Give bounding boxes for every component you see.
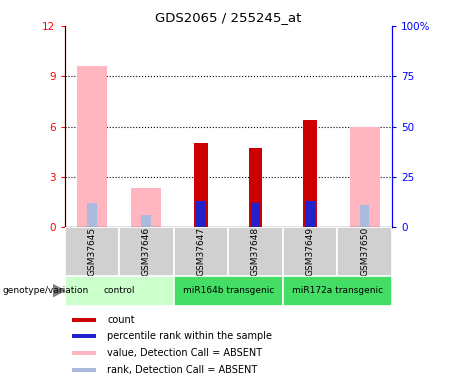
Text: miR164b transgenic: miR164b transgenic xyxy=(183,286,274,295)
Text: percentile rank within the sample: percentile rank within the sample xyxy=(107,331,272,341)
FancyBboxPatch shape xyxy=(65,276,174,306)
Bar xyxy=(142,215,151,227)
Text: GSM37646: GSM37646 xyxy=(142,226,151,276)
Text: GSM37647: GSM37647 xyxy=(196,226,206,276)
Text: control: control xyxy=(103,286,135,295)
Text: count: count xyxy=(107,315,135,326)
Bar xyxy=(72,351,95,355)
Bar xyxy=(72,318,95,322)
Bar xyxy=(248,148,262,227)
Text: GSM37649: GSM37649 xyxy=(306,226,314,276)
Bar xyxy=(72,334,95,338)
Bar xyxy=(87,203,97,227)
Polygon shape xyxy=(53,285,65,297)
Bar xyxy=(131,188,161,227)
Bar xyxy=(303,120,317,227)
Text: GSM37648: GSM37648 xyxy=(251,226,260,276)
Bar xyxy=(360,205,369,227)
Bar xyxy=(196,201,206,227)
Bar xyxy=(349,127,379,227)
Text: value, Detection Call = ABSENT: value, Detection Call = ABSENT xyxy=(107,348,262,358)
Bar xyxy=(72,368,95,372)
FancyBboxPatch shape xyxy=(228,227,283,276)
FancyBboxPatch shape xyxy=(174,227,228,276)
Text: genotype/variation: genotype/variation xyxy=(2,286,89,295)
Bar xyxy=(194,143,208,227)
Bar xyxy=(251,203,260,227)
Bar xyxy=(305,201,315,227)
Text: GSM37645: GSM37645 xyxy=(87,226,96,276)
FancyBboxPatch shape xyxy=(119,227,174,276)
FancyBboxPatch shape xyxy=(283,276,392,306)
Text: GSM37650: GSM37650 xyxy=(360,226,369,276)
Bar xyxy=(77,66,107,227)
FancyBboxPatch shape xyxy=(65,227,119,276)
Text: rank, Detection Call = ABSENT: rank, Detection Call = ABSENT xyxy=(107,365,257,375)
FancyBboxPatch shape xyxy=(337,227,392,276)
Text: miR172a transgenic: miR172a transgenic xyxy=(292,286,383,295)
Title: GDS2065 / 255245_at: GDS2065 / 255245_at xyxy=(155,11,301,24)
FancyBboxPatch shape xyxy=(174,276,283,306)
FancyBboxPatch shape xyxy=(283,227,337,276)
